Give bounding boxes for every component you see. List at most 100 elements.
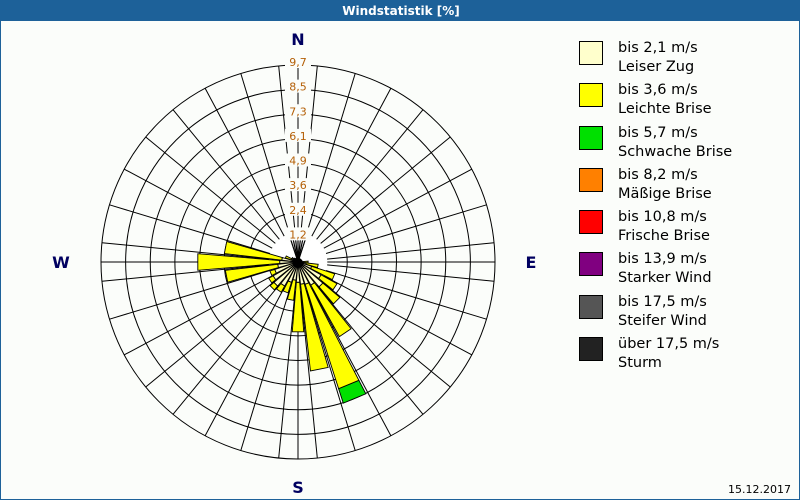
legend-speed-label: bis 2,1 m/s xyxy=(618,40,698,56)
grid-spoke xyxy=(299,267,356,451)
legend-label: bis 13,9 m/s Starker Wind xyxy=(618,250,712,288)
legend-label: bis 2,1 m/s Leiser Zug xyxy=(618,39,698,77)
legend-beaufort-label: Starker Wind xyxy=(618,270,712,287)
grid-spoke xyxy=(303,262,495,282)
tick-label-bg xyxy=(285,55,311,68)
legend-beaufort-label: Leichte Brise xyxy=(618,101,712,118)
window-title: Windstatistik [%] xyxy=(342,4,460,18)
compass-label-south: S xyxy=(292,478,304,497)
tick-label-bg xyxy=(285,79,311,93)
grid-spoke xyxy=(172,109,295,258)
grid-spoke xyxy=(278,267,298,459)
legend-speed-label: bis 5,7 m/s xyxy=(618,124,698,141)
tick-label-bg xyxy=(285,202,311,216)
grid-spoke xyxy=(300,266,392,436)
grid-spoke xyxy=(145,136,294,259)
grid-spoke xyxy=(204,88,296,258)
compass-label-east: E xyxy=(526,253,537,272)
legend-label: über 17,5 m/s Sturm xyxy=(618,335,719,373)
compass-label-west: W xyxy=(52,253,70,272)
radial-tick-label: 3,6 xyxy=(289,179,307,192)
legend-label: bis 10,8 m/s Frische Brise xyxy=(618,208,710,246)
legend-speed-label: bis 3,6 m/s xyxy=(618,82,698,99)
compass-label-north: N xyxy=(291,30,304,49)
legend-label: bis 5,7 m/s Schwache Brise xyxy=(618,124,732,162)
compass-labels: N E S W xyxy=(52,30,536,497)
legend-color-swatch xyxy=(579,83,603,108)
legend-beaufort-label: Sturm xyxy=(618,354,662,371)
legend-speed-label: bis 13,9 m/s xyxy=(618,251,707,268)
wind-rose-chart: 1,2 2,4 3,6 4,9 6,1 7,3 8,5 9,7 N E S W xyxy=(52,30,536,497)
legend-item[interactable]: bis 5,7 m/s Schwache Brise xyxy=(579,124,794,162)
radial-tick-label: 2,4 xyxy=(289,204,307,217)
grid-spoke xyxy=(109,204,293,261)
legend-color-swatch xyxy=(579,125,603,150)
radial-tick-label: 1,2 xyxy=(289,228,307,241)
tick-label-bg xyxy=(285,153,311,167)
radial-tick-labels: 1,2 2,4 3,6 4,9 6,1 7,3 8,5 9,7 xyxy=(285,55,311,241)
tick-label-bg xyxy=(285,104,311,118)
radial-tick-label: 6,1 xyxy=(289,130,307,143)
grid-spoke xyxy=(302,265,451,388)
grid-spoke xyxy=(303,242,495,262)
wind-petal-segment xyxy=(296,259,299,263)
date-stamp: 15.12.2017 xyxy=(728,483,791,496)
legend-color-swatch xyxy=(579,167,603,192)
grid-spoke xyxy=(303,263,487,320)
legend-speed-label: bis 17,5 m/s xyxy=(618,293,707,310)
legend-item[interactable]: bis 8,2 m/s Mäßige Brise xyxy=(579,166,794,204)
legend-color-swatch xyxy=(579,41,603,65)
grid-spoke xyxy=(240,73,297,257)
legend-label: bis 8,2 m/s Mäßige Brise xyxy=(618,166,712,204)
legend-item[interactable]: bis 2,1 m/s Leiser Zug xyxy=(579,39,794,77)
legend-color-swatch xyxy=(579,336,603,361)
radial-tick-label: 4,9 xyxy=(289,155,307,168)
grid-spoke xyxy=(302,168,472,260)
radial-tick-label: 9,7 xyxy=(289,56,307,69)
legend-color-swatch xyxy=(579,294,603,319)
petals xyxy=(197,241,367,404)
wind-petal-segment xyxy=(297,261,324,288)
grid-spoke xyxy=(302,264,472,356)
tick-label-bg xyxy=(285,178,311,192)
grid-spoke xyxy=(124,168,294,260)
grid-spoke xyxy=(299,73,356,257)
grid-spoke xyxy=(298,267,318,459)
window-titlebar: Windstatistik [%] xyxy=(1,1,799,21)
grid-spoke xyxy=(240,267,297,451)
grid-spoke xyxy=(101,262,293,282)
grid-spoke xyxy=(172,266,295,415)
grid-spoke xyxy=(300,88,392,258)
legend-beaufort-label: Mäßige Brise xyxy=(618,185,712,202)
legend-speed-label: über 17,5 m/s xyxy=(618,335,720,352)
tick-label-bg xyxy=(285,227,311,241)
legend-color-swatch xyxy=(579,252,603,277)
grid-spoke xyxy=(109,263,293,320)
legend-beaufort-label: Steifer Wind xyxy=(618,312,707,329)
legend-item[interactable]: bis 10,8 m/s Frische Brise xyxy=(579,208,794,246)
grid-spoke xyxy=(301,109,424,258)
legend-item[interactable]: bis 17,5 m/s Steifer Wind xyxy=(579,293,794,331)
grid-spoke xyxy=(145,265,294,388)
legend-speed-label: bis 8,2 m/s xyxy=(618,166,698,183)
grid-spoke xyxy=(303,204,487,261)
legend: bis 2,1 m/s Leiser Zug bis 3,6 m/s Leichte … xyxy=(579,39,794,377)
legend-item[interactable]: bis 13,9 m/s Starker Wind xyxy=(579,250,794,288)
radial-tick-label: 8,5 xyxy=(289,81,307,94)
legend-beaufort-label: Leiser Zug xyxy=(618,59,695,76)
legend-label: bis 17,5 m/s Steifer Wind xyxy=(618,293,707,331)
tick-label-bg xyxy=(285,128,311,142)
grid-spoke xyxy=(301,266,424,415)
legend-speed-label: bis 10,8 m/s xyxy=(618,209,707,225)
legend-label: bis 3,6 m/s Leichte Brise xyxy=(618,81,712,119)
grid-spoke xyxy=(124,264,294,356)
legend-beaufort-label: Frische Brise xyxy=(618,228,710,245)
grid-spoke xyxy=(302,136,451,259)
grid-spoke xyxy=(204,266,296,436)
radial-tick-label: 7,3 xyxy=(289,105,307,118)
legend-item[interactable]: über 17,5 m/s Sturm xyxy=(579,335,794,373)
legend-item[interactable]: bis 3,6 m/s Leichte Brise xyxy=(579,81,794,119)
legend-beaufort-label: Schwache Brise xyxy=(618,143,733,160)
legend-color-swatch xyxy=(579,210,603,234)
